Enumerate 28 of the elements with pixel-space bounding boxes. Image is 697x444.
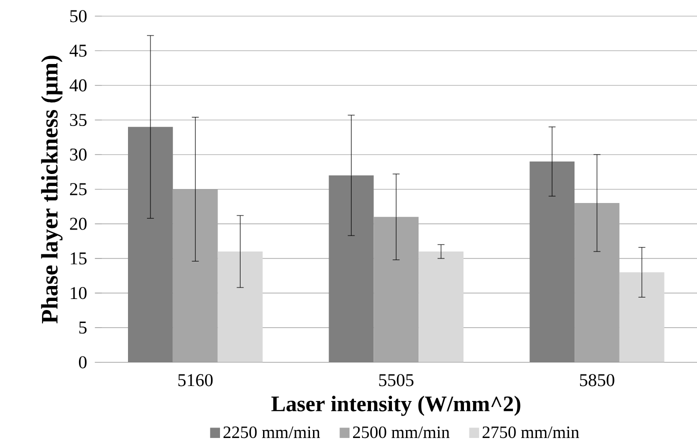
y-tick-label: 0 [78, 356, 87, 368]
x-tick-label: 5160 [178, 374, 213, 386]
bar [172, 189, 218, 362]
bar [328, 175, 374, 362]
y-tick-label: 30 [70, 148, 87, 161]
x-axis-title: Laser intensity (W/mm^2) [271, 396, 520, 416]
legend-label: 2250 mm/min [224, 426, 320, 438]
legend-label: 2750 mm/min [482, 426, 580, 438]
x-tick-label: 5505 [379, 374, 414, 386]
y-tick-label: 15 [70, 252, 87, 264]
bar [619, 272, 664, 362]
y-tick-label: 10 [70, 286, 87, 300]
y-tick-label: 45 [70, 44, 87, 57]
y-tick-label: 5 [79, 322, 87, 334]
y-tick-label: 20 [70, 218, 87, 230]
legend-label: 2500 mm/min [353, 426, 450, 438]
bar [374, 216, 419, 362]
bar [128, 126, 173, 362]
y-tick-label: 50 [70, 10, 87, 22]
bar [574, 202, 620, 362]
y-tick-label: 40 [70, 79, 87, 92]
y-tick-label: 35 [70, 114, 87, 126]
y-axis-title: Phase layer thickness (µm) [41, 56, 63, 324]
y-tick-label: 25 [70, 183, 87, 196]
bar [218, 251, 263, 362]
x-tick-label: 5850 [580, 374, 614, 386]
bar [418, 251, 464, 362]
bar [530, 161, 575, 362]
